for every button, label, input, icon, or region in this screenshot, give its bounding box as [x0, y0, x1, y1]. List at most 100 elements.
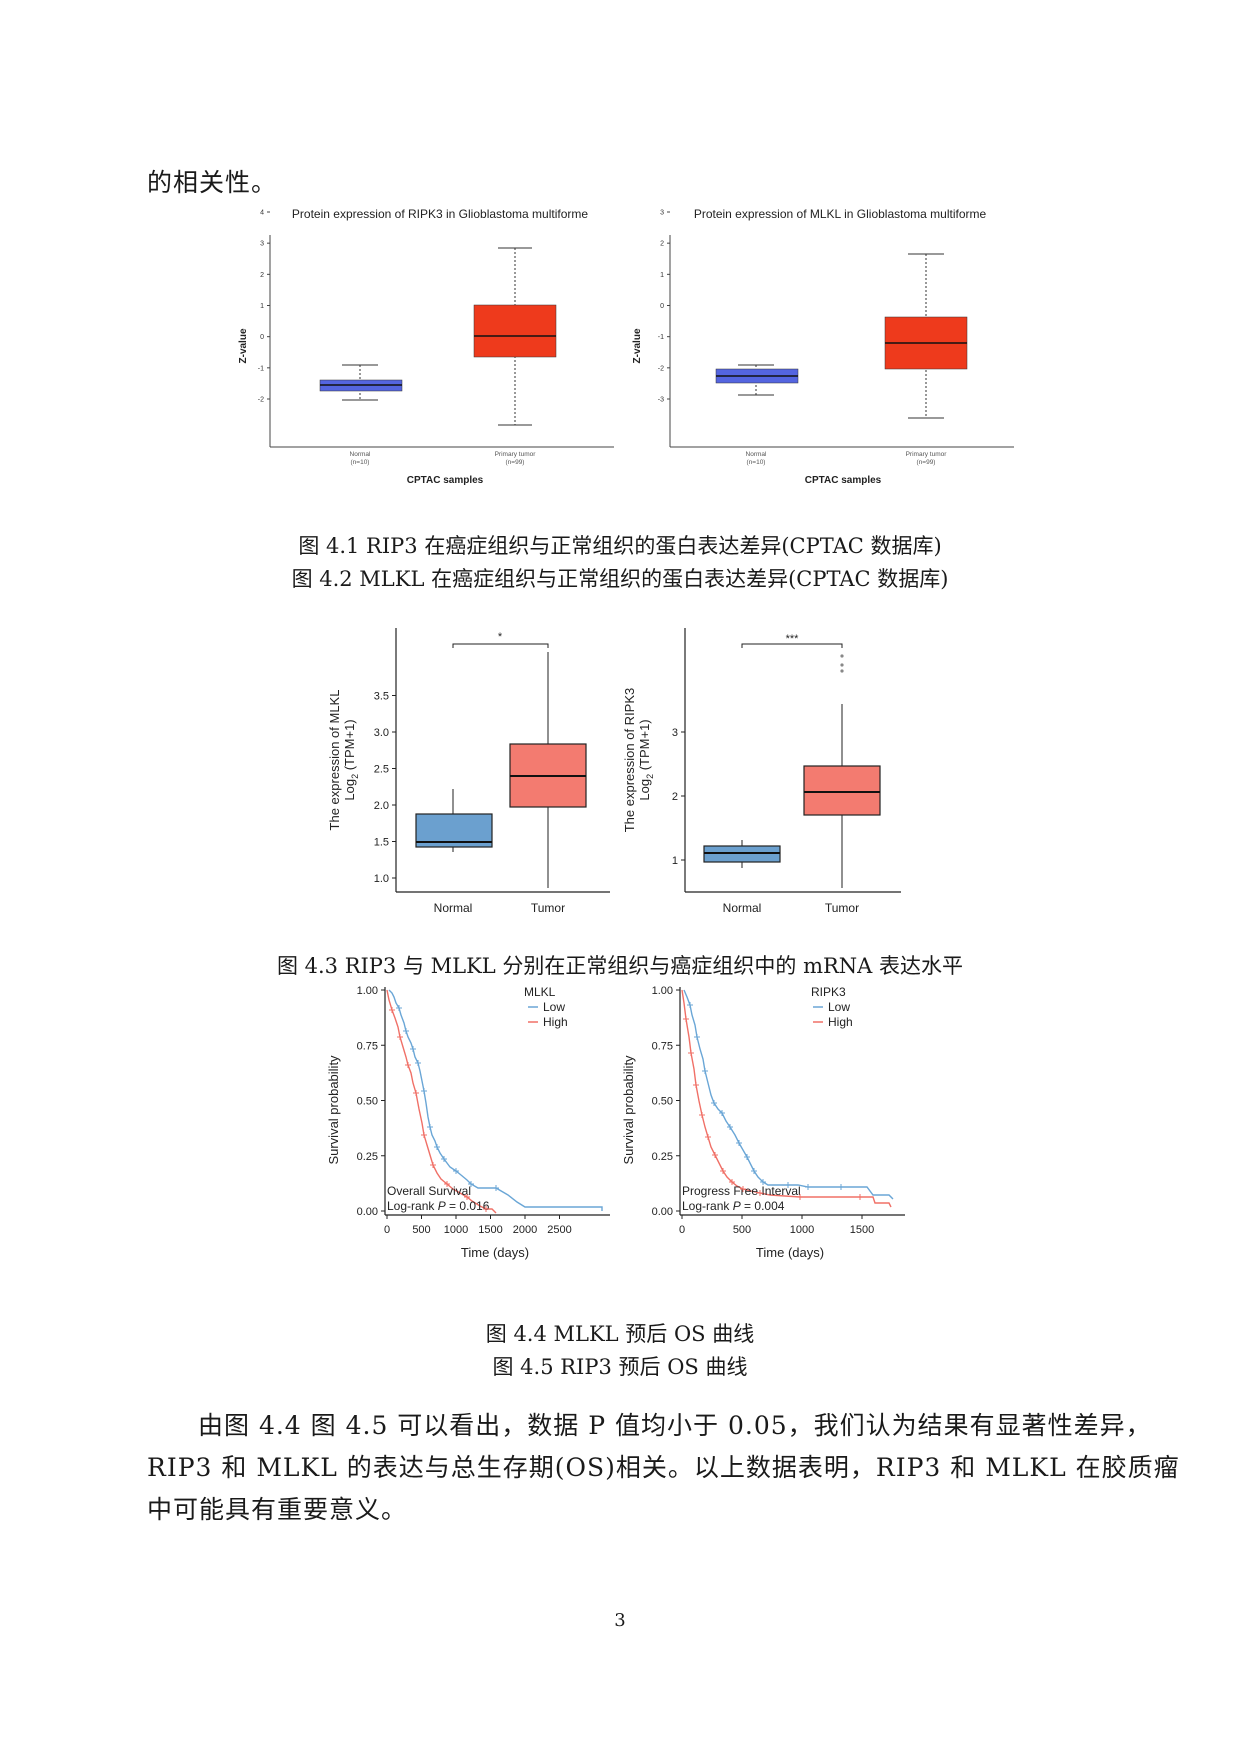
y-tick-label: 1.5: [374, 837, 389, 849]
censor-mark: [712, 1152, 718, 1158]
censor-mark: [757, 1190, 763, 1196]
y-tick-label: 1.00: [357, 985, 378, 997]
y-tick-label: -1: [658, 334, 664, 341]
censor-mark: [838, 1184, 844, 1190]
censor-mark: [699, 1112, 705, 1118]
intro-fragment: 的相关性。: [147, 168, 278, 197]
y-tick-label: 0.75: [652, 1040, 673, 1052]
mrna-ripk3-chart: The expression of RIPK3 Log2 (TPM+1) 3 2 1…: [622, 628, 901, 915]
censor-mark: [719, 1110, 725, 1116]
censor-mark: [683, 1016, 689, 1022]
y-tick-label: 0.25: [652, 1151, 673, 1163]
y-axis-label: Survival probability: [326, 1055, 341, 1165]
y-tick-label: -2: [258, 396, 264, 403]
censor-mark: [744, 1154, 750, 1160]
legend-label-high: High: [828, 1015, 853, 1029]
x-tick-label: 2500: [547, 1224, 571, 1236]
group-label-tumor: Primary tumor: [495, 451, 537, 458]
censor-mark: [421, 1132, 427, 1138]
y-tick-label: 1: [672, 855, 678, 867]
y-tick-label: 3: [260, 241, 264, 248]
x-axis-label: CPTAC samples: [805, 475, 882, 486]
y-axis-label-line2: Log2 (TPM+1): [342, 719, 360, 800]
y-ticks: 3.5 3.0 2.5 2.0 1.5 1.0: [374, 691, 396, 885]
significance-label: *: [498, 631, 503, 643]
y-ticks: 4 3 2 1 0 -1 -2: [258, 209, 270, 403]
chart-title: Protein expression of MLKL in Glioblasto…: [694, 207, 987, 221]
y-tick-label: 0.50: [652, 1096, 673, 1108]
x-tick-label: 1000: [444, 1224, 468, 1236]
censor-mark: [430, 1162, 436, 1168]
censor-mark: [434, 1144, 440, 1150]
censor-mark: [427, 1124, 433, 1130]
censor-mark: [405, 1062, 411, 1068]
group-label-tumor: Primary tumor: [906, 451, 948, 458]
y-ticks: 3 2 1 0 -1 -2 -3: [658, 209, 670, 403]
censor-mark: [736, 1140, 742, 1146]
censor-mark: [702, 1068, 708, 1074]
y-tick-label: 2.0: [374, 800, 389, 812]
km-ripk3-chart: Survival probability 1.00 0.75 0.50 0.25 0.0…: [621, 985, 905, 1260]
y-tick-label: 1: [660, 272, 664, 279]
axis-ticks: 1.00 0.75 0.50 0.25 0.00 0 500 1000 1500 2000 2500: [357, 985, 572, 1236]
x-tick-label: 500: [412, 1224, 430, 1236]
axis-ticks: 1.00 0.75 0.50 0.25 0.00 0 500 1000 1500: [652, 985, 875, 1236]
survival-type-note: Overall Survival: [387, 1184, 471, 1198]
censor-mark: [483, 1206, 489, 1212]
high-survival-curve: [386, 989, 497, 1214]
y-ticks: 3 2 1: [672, 727, 685, 867]
x-axis-label: Time (days): [756, 1245, 824, 1260]
y-tick-label: 3: [672, 727, 678, 739]
censor-mark: [441, 1156, 447, 1162]
censor-mark: [464, 1194, 470, 1200]
group-label-normal: Normal: [434, 901, 473, 915]
censor-mark: [453, 1168, 459, 1174]
censor-mark: [805, 1184, 811, 1190]
censor-mark: [415, 1060, 421, 1066]
mrna-mlkl-chart: The expression of MLKL Log2 (TPM+1) 3.53…: [327, 628, 610, 915]
group-label-normal: Normal: [723, 901, 762, 915]
x-tick-label: 1000: [790, 1224, 814, 1236]
x-tick-label: 0: [384, 1224, 390, 1236]
caption-fig-4-4: 图 4.4 MLKL 预后 OS 曲线: [485, 1322, 755, 1346]
group-n-normal: (n=10): [351, 459, 370, 466]
censor-mark: [410, 1046, 416, 1052]
legend-label-high: High: [543, 1015, 568, 1029]
censor-mark: [729, 1179, 735, 1185]
page-number: 3: [614, 1610, 626, 1631]
tumor-box: [473, 304, 557, 358]
km-mlkl-chart: Survival probability 1.00 0.75 0.50 0.25 0.0…: [326, 985, 610, 1260]
y-tick-label: 2.5: [374, 764, 389, 776]
x-tick-label: 0: [679, 1224, 685, 1236]
censor-mark: [760, 1179, 766, 1185]
censor-mark: [493, 1185, 499, 1191]
cptac-ripk3-chart: Protein expression of RIPK3 in Glioblast…: [238, 207, 614, 486]
high-survival-curve: [681, 989, 892, 1208]
y-tick-label: 3: [660, 209, 664, 216]
significance-bracket: [741, 643, 843, 648]
censor-mark: [785, 1182, 791, 1188]
censor-mark: [857, 1194, 863, 1200]
censor-mark: [720, 1168, 726, 1174]
legend-label-low: Low: [543, 1000, 565, 1014]
group-label-tumor: Tumor: [825, 901, 859, 915]
significance-bracket: [452, 643, 549, 648]
legend-title: MLKL: [524, 985, 556, 999]
group-label-tumor: Tumor: [531, 901, 565, 915]
group-label-normal: Normal: [350, 451, 372, 458]
low-survival-curve: [683, 989, 894, 1200]
y-tick-label: 0.75: [357, 1040, 378, 1052]
outlier-point: [840, 663, 844, 667]
group-n-normal: (n=10): [747, 459, 766, 466]
body-line-1: 由图 4.4 图 4.5 可以看出，数据 P 值均小于 0.05，我们认为结果有…: [198, 1411, 1152, 1440]
y-tick-label: 0.00: [357, 1206, 378, 1218]
legend-label-low: Low: [828, 1000, 850, 1014]
outlier-point: [840, 669, 844, 673]
cptac-mlkl-chart: Protein expression of MLKL in Glioblasto…: [632, 207, 1014, 486]
censor-mark: [694, 1034, 700, 1040]
y-axis-label: Survival probability: [621, 1055, 636, 1165]
x-tick-label: 1500: [478, 1224, 502, 1236]
y-tick-label: 2: [260, 272, 264, 279]
censor-mark: [687, 1002, 693, 1008]
x-tick-label: 2000: [513, 1224, 537, 1236]
